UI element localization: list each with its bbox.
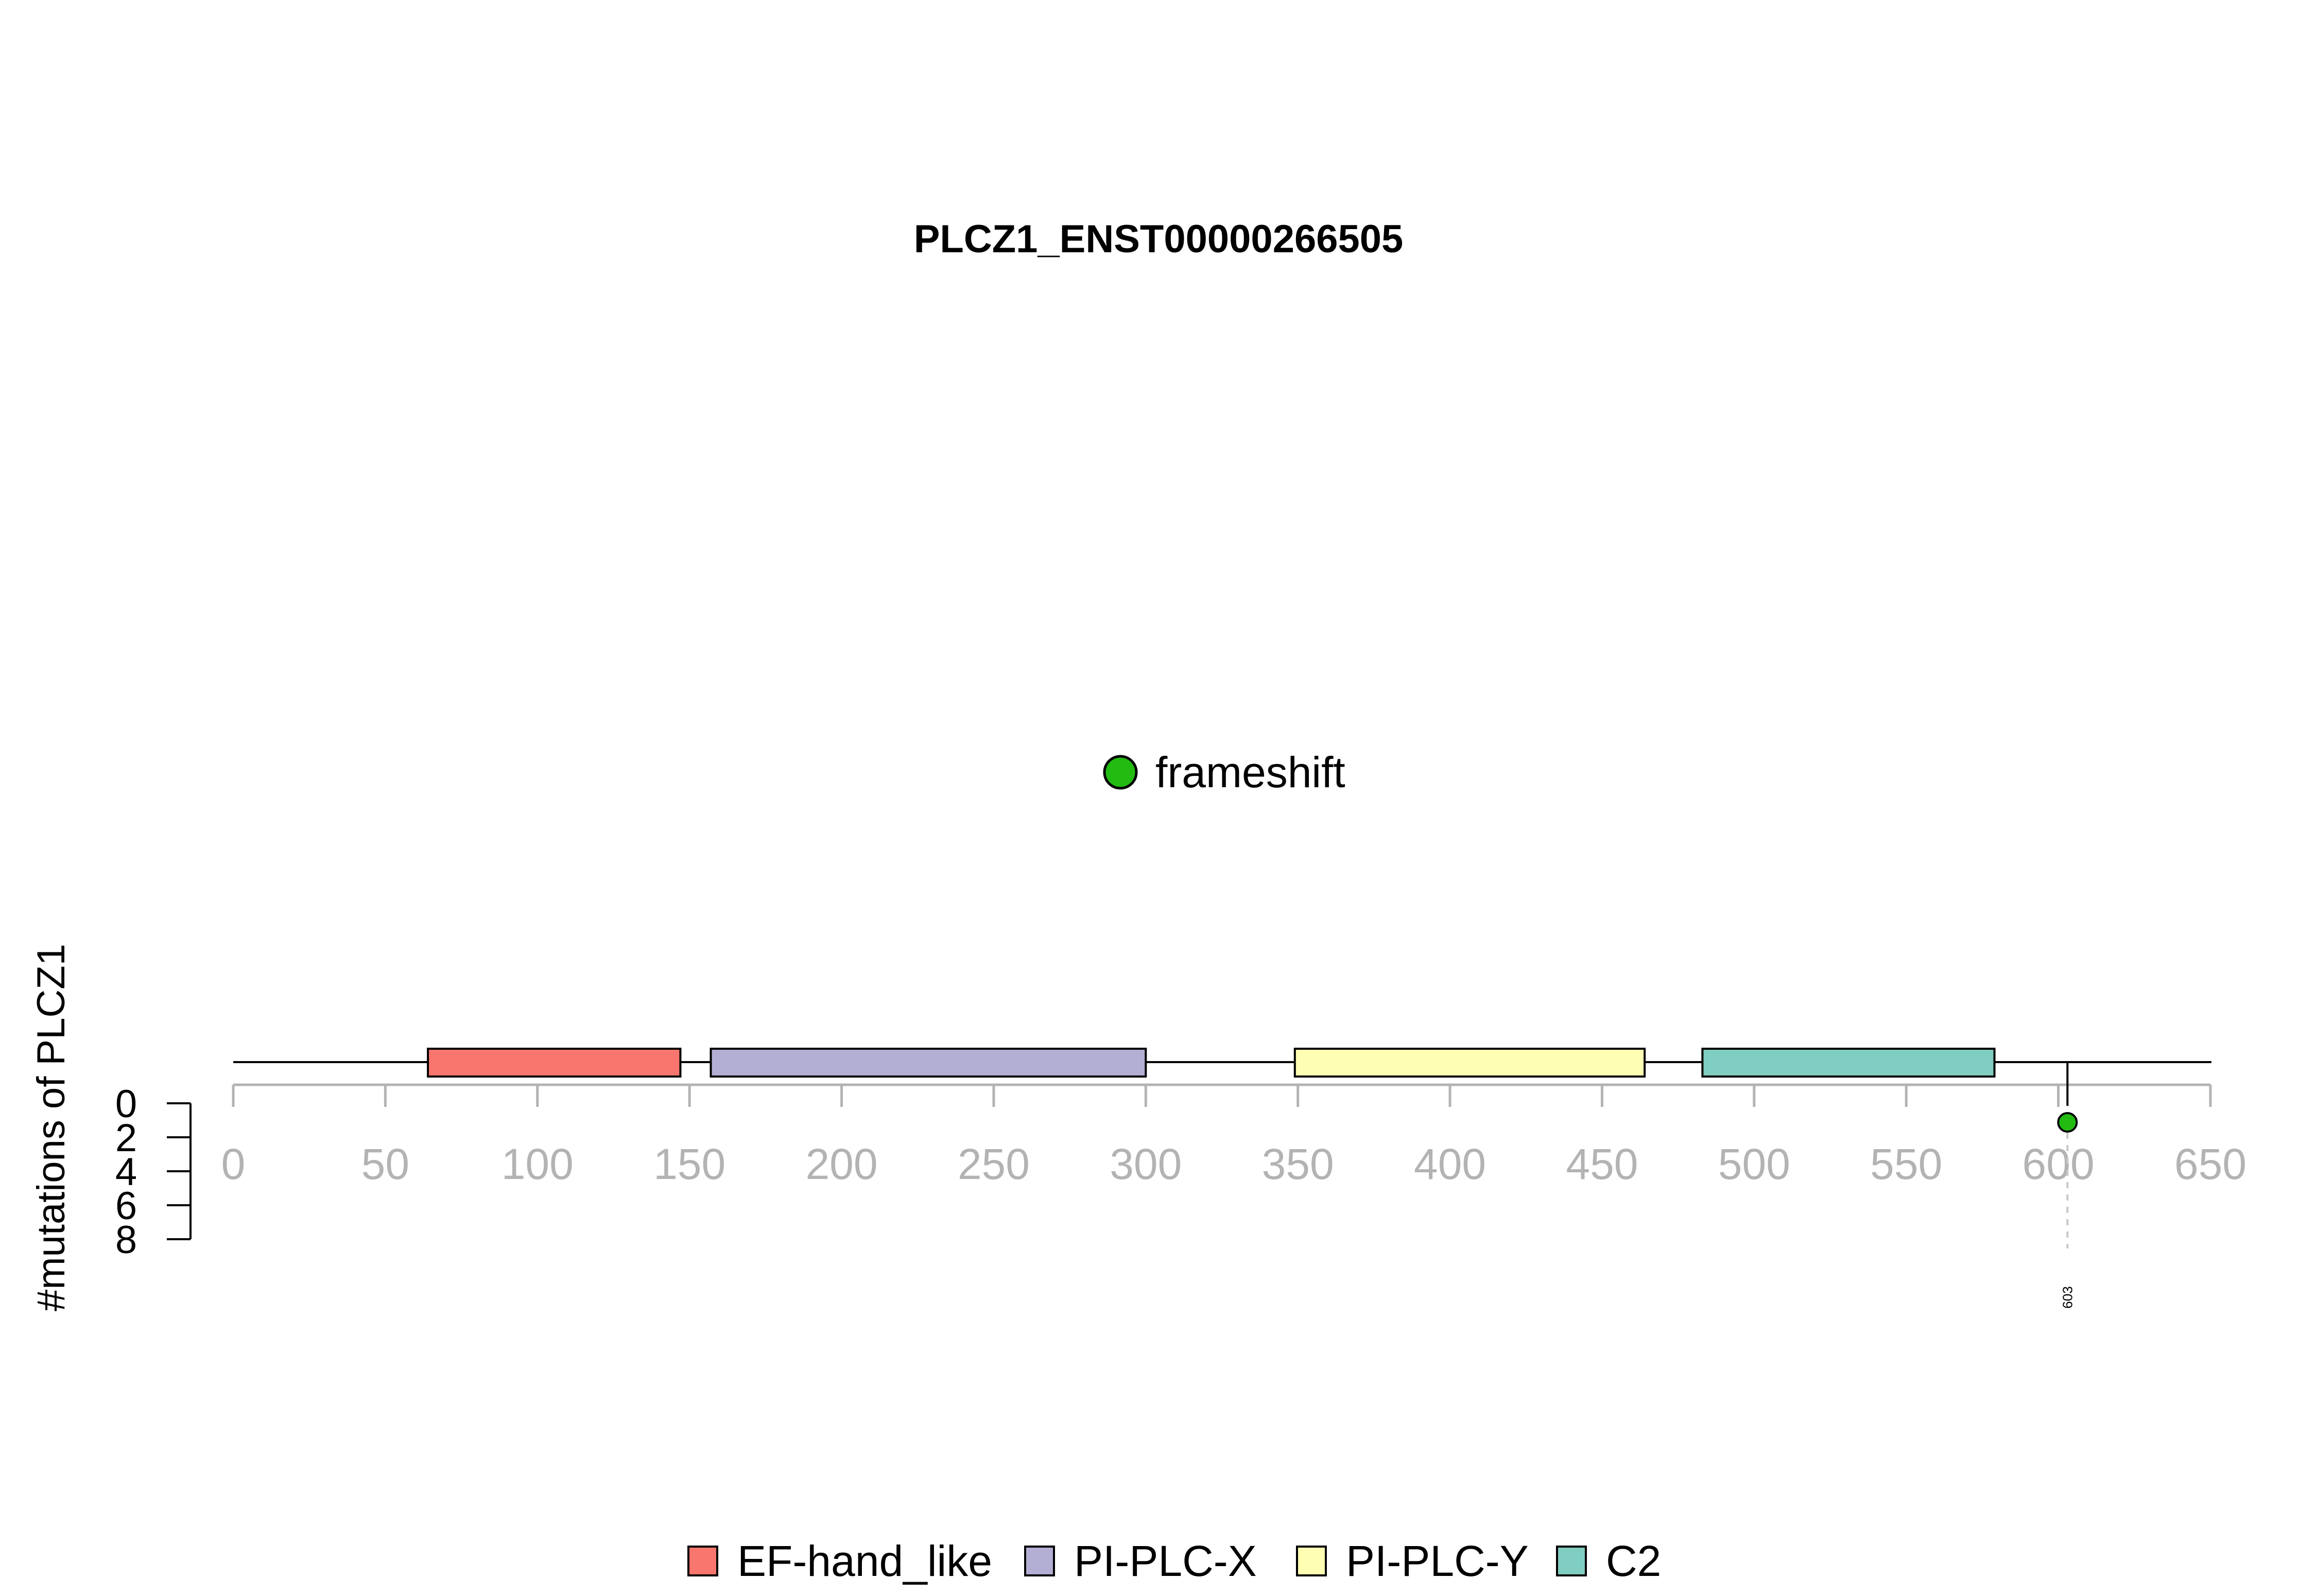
protein-domains [427,1048,1996,1078]
mutation-type-legend: frameshift [1103,748,1345,796]
mutation-position-label: 603 [2060,1286,2075,1308]
x-tick-label: 600 [2022,1140,2095,1188]
mutation-lollipops: 603 [2057,1062,2078,1309]
domain-legend: EF-hand_like PI-PLC-X PI-PLC-Y C2 [687,1537,1661,1585]
chart-title: PLCZ1_ENST00000266505 [914,217,1404,261]
domain-ef-hand_like [427,1048,682,1078]
domain-c2 [1701,1048,1996,1078]
x-tick-label: 0 [221,1140,246,1188]
domain-legend-label: PI-PLC-X [1074,1537,1257,1585]
x-tick-label: 50 [361,1140,409,1188]
y-tick-label: 4 [115,1150,137,1194]
domain-pi-plc-x [710,1048,1147,1078]
x-tick-label: 350 [1262,1140,1334,1188]
domain-legend-label: EF-hand_like [737,1537,992,1585]
x-tick-label: 500 [1718,1140,1790,1188]
mutation-type-marker [1103,755,1138,790]
domain-legend-swatch [687,1546,718,1576]
x-axis: 0 50 100 150 200 250 300 350 400 450 500 550 600 650 [221,1083,2246,1188]
y-tick-label: 6 [115,1184,137,1228]
domain-legend-swatch [1556,1546,1587,1576]
x-tick-label: 100 [502,1140,574,1188]
x-tick-label: 300 [1110,1140,1182,1188]
domain-pi-plc-y [1293,1048,1646,1078]
x-tick-label: 550 [1870,1140,1942,1188]
y-axis-label: #mutations of PLCZ1 [29,944,73,1311]
domain-legend-swatch [1296,1546,1327,1576]
domain-legend-label: C2 [1606,1537,1661,1585]
x-tick-label: 150 [653,1140,725,1188]
y-tick-label: 0 [115,1082,137,1126]
x-tick-label: 450 [1566,1140,1638,1188]
y-tick-label: 8 [115,1218,137,1262]
x-tick-label: 400 [1414,1140,1486,1188]
x-tick-label: 650 [2174,1140,2246,1188]
x-tick-label: 250 [958,1140,1030,1188]
domain-legend-swatch [1024,1546,1055,1576]
domain-legend-label: PI-PLC-Y [1346,1537,1529,1585]
mutation-type-label: frameshift [1155,748,1345,796]
lollipop-head [2057,1112,2078,1133]
x-tick-label: 200 [805,1140,877,1188]
y-tick-label: 2 [115,1116,137,1160]
